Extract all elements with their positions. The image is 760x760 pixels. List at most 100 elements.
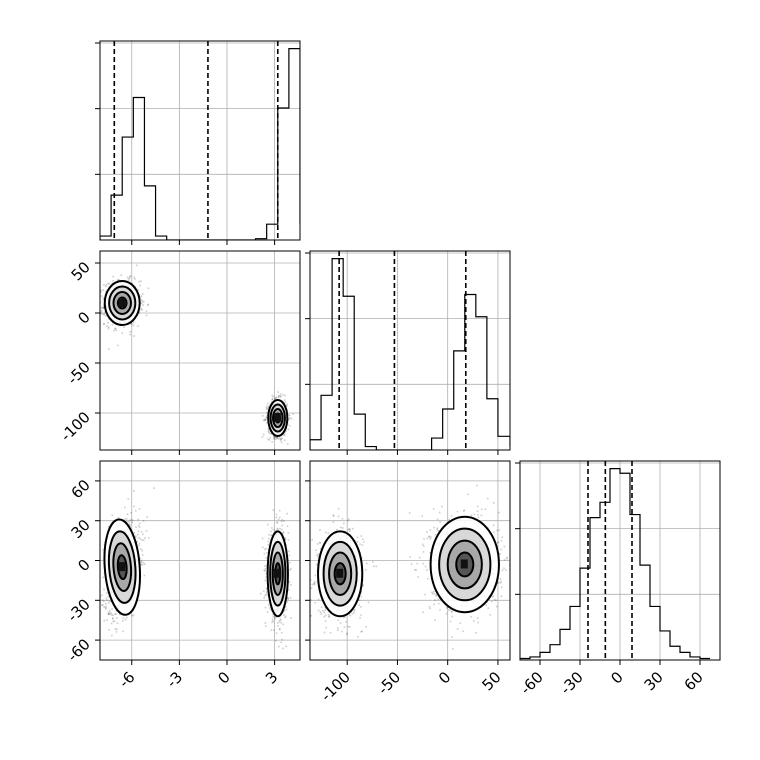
scatter-point [140,307,143,310]
scatter-point [282,647,284,650]
scatter-point [317,609,320,612]
scatter-point [284,394,286,397]
scatter-point [137,518,139,521]
scatter-point [284,404,287,407]
tick-label-y-p2-4: 60 [68,476,94,502]
scatter-point [277,528,279,531]
scatter-point [332,515,335,518]
panel-content [310,251,510,450]
scatter-point [279,439,282,441]
scatter-point [340,630,343,633]
panel-frame [99,460,301,661]
scatter-point [110,614,113,616]
scatter-point [311,583,314,586]
scatter-point [318,541,321,544]
scatter-point [292,413,294,415]
scatter-point [102,604,104,606]
tick-label-y-p1-3: 50 [68,258,94,284]
panel-p0-p0 [95,40,301,245]
scatter-point [424,593,426,596]
scatter-point [276,437,278,440]
scatter-point [375,565,378,568]
scatter-point [270,608,272,611]
scatter-point [263,569,266,572]
scatter-point [271,398,274,400]
scatter-point [101,312,104,315]
scatter-point [373,565,375,567]
scatter-point [264,594,266,597]
scatter-point [111,608,113,610]
scatter-point [266,414,269,416]
scatter-point [286,597,289,600]
panel-content [305,461,510,660]
scatter-point [106,325,108,328]
scatter-point [322,609,324,612]
scatter-point [105,597,108,600]
contour-level-1-2 [272,408,284,428]
scatter-point [146,516,149,518]
contour-level-1-0 [266,530,289,618]
scatter-point [279,393,282,395]
scatter-point [270,534,272,537]
scatter-point [279,395,282,398]
scatter-point [107,525,110,528]
tick-label-y-p1-0: -100 [57,408,94,445]
scatter-point [310,614,313,617]
scatter-point [267,402,269,405]
scatter-point [426,537,429,540]
scatter-point [341,527,344,529]
scatter-point [288,414,291,417]
scatter-point [278,509,281,512]
scatter-point [323,611,325,614]
scatter-point [264,567,267,570]
scatter-point [310,579,312,581]
scatter-point [353,608,356,611]
scatter-point [278,620,281,623]
density-peak-1 [273,568,281,578]
scatter-point [320,547,322,550]
scatter-point [104,285,107,288]
scatter-point [438,511,441,514]
scatter-point [358,599,361,602]
scatter-point [286,403,288,405]
scatter-point [270,432,273,435]
scatter-point [271,618,274,621]
scatter-point [267,407,270,409]
scatter-point [264,606,267,609]
scatter-point [275,513,278,516]
scatter-point [282,623,284,626]
scatter-point [268,431,270,433]
scatter-point [348,613,351,616]
scatter-point [325,626,327,629]
scatter-point [265,593,267,596]
panel-content [100,251,300,450]
scatter-point [140,531,143,533]
scatter-point [137,325,139,327]
scatter-point [285,430,287,432]
scatter-point [313,582,315,584]
scatter-point [280,437,282,440]
scatter-point [360,630,363,633]
panel-p1-p2: -100 -50 0 50 [305,460,511,705]
scatter-point [264,565,266,567]
scatter-point [429,552,432,554]
scatter-point [100,312,102,315]
panel-frame [99,40,301,241]
scatter-point [288,581,291,583]
scatter-point [264,419,267,421]
scatter-point [133,532,136,534]
scatter-point [141,554,144,556]
scatter-point [145,310,148,312]
contour-level-0-0 [317,530,364,618]
scatter-point [277,396,280,398]
scatter-point [456,510,459,513]
scatter-point [126,276,129,279]
scatter-point [134,509,137,512]
scatter-point [305,568,307,570]
scatter-point [140,563,143,566]
scatter-point [365,625,367,628]
scatter-point [116,622,119,625]
scatter-point [313,583,316,585]
scatter-point [268,439,271,441]
